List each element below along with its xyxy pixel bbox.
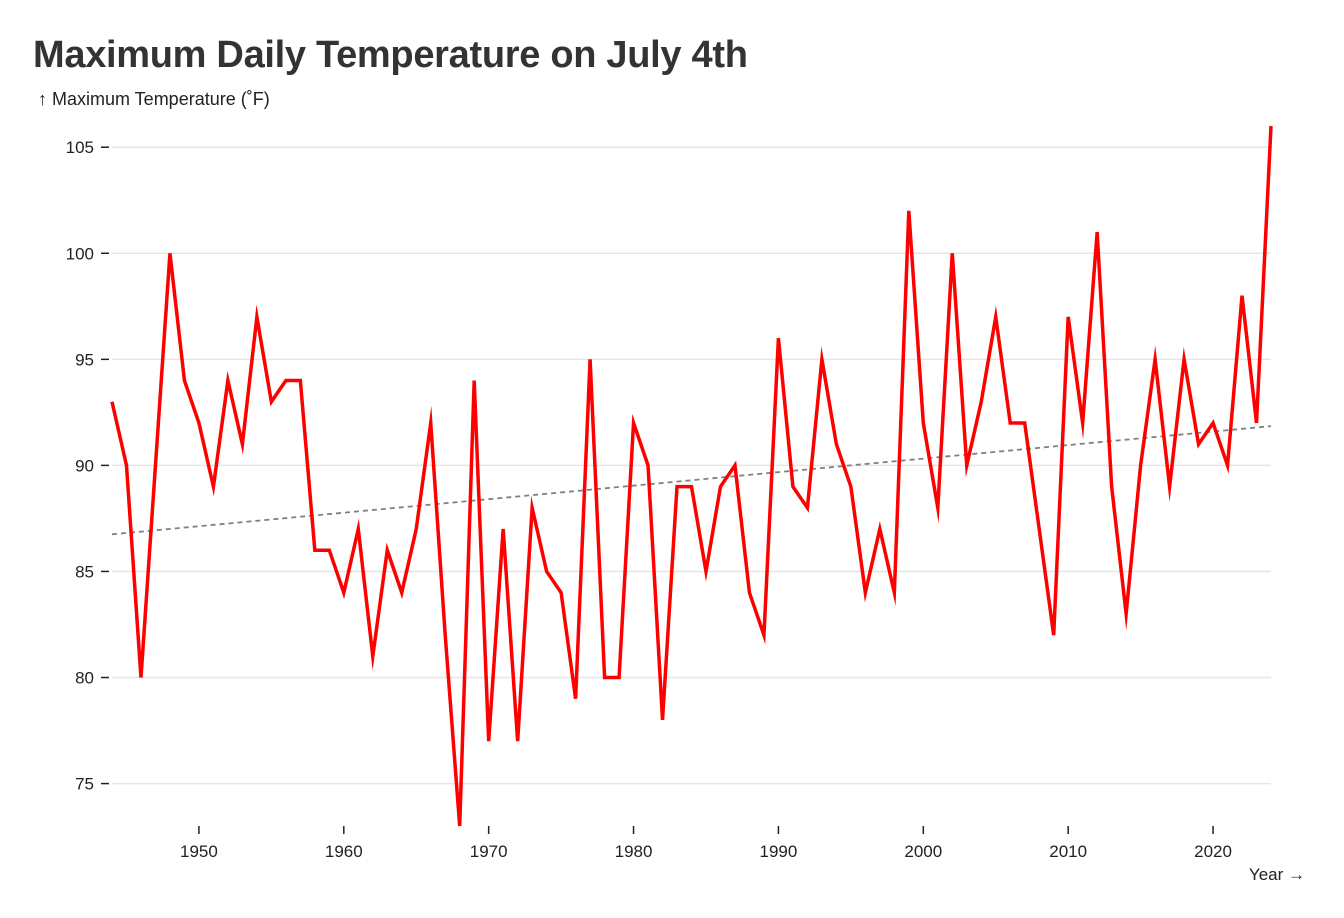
y-tick-label: 80 — [75, 669, 94, 688]
x-tick-label: 1980 — [615, 842, 653, 861]
y-tick-label: 85 — [75, 562, 94, 581]
x-tick-label: 2010 — [1049, 842, 1087, 861]
y-axis-label: ↑ Maximum Temperature (˚F) — [38, 89, 270, 109]
x-tick-label: 1950 — [180, 842, 218, 861]
x-tick-label: 1970 — [470, 842, 508, 861]
x-tick-label: 2000 — [904, 842, 942, 861]
chart-title: Maximum Daily Temperature on July 4th — [33, 34, 748, 76]
x-axis: 1950 1960 1970 1980 1990 2000 2010 2020 — [180, 826, 1232, 861]
x-tick-label: 1990 — [760, 842, 798, 861]
y-axis: 75 80 85 90 95 100 105 — [66, 138, 109, 794]
y-tick-label: 75 — [75, 775, 94, 794]
x-axis-label: Year → — [1249, 865, 1305, 884]
temperature-series-line — [110, 125, 1273, 827]
y-tick-label: 90 — [75, 456, 94, 475]
trend-line — [111, 425, 1272, 536]
y-tick-label: 105 — [66, 138, 94, 157]
x-tick-label: 1960 — [325, 842, 363, 861]
y-tick-label: 95 — [75, 350, 94, 369]
chart-marks — [110, 125, 1273, 827]
x-tick-label: 2020 — [1194, 842, 1232, 861]
y-tick-label: 100 — [66, 244, 94, 263]
grid-lines — [112, 146, 1271, 785]
